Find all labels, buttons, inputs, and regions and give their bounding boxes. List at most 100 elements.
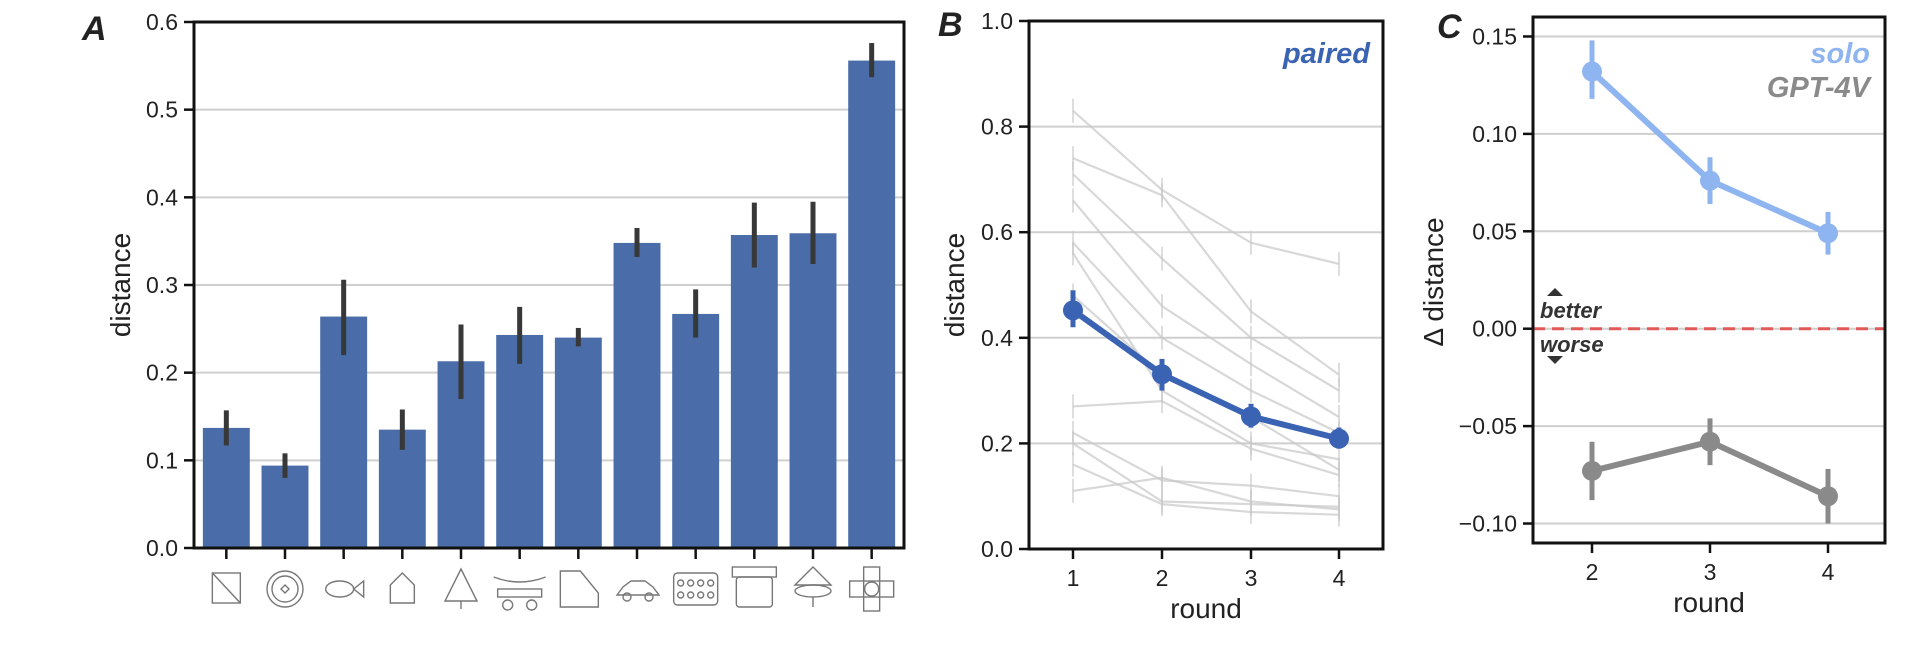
icon-shape <box>676 579 685 587</box>
panel-b-individual-lines <box>1072 98 1340 527</box>
bar <box>672 313 720 548</box>
x-tick-label: 1 <box>1067 565 1080 591</box>
series-point <box>1329 428 1349 449</box>
series-point <box>1241 406 1261 427</box>
y-tick-label: 0.05 <box>1472 218 1517 244</box>
icon-shape <box>696 579 705 587</box>
icon-shape <box>735 576 774 608</box>
y-tick-label: 0.2 <box>981 430 1013 456</box>
series-point <box>1582 61 1602 82</box>
series-point <box>1818 223 1838 244</box>
panel-c-series <box>1582 40 1838 524</box>
series-point <box>1700 431 1720 452</box>
panel-c-annotation-better: better <box>1540 298 1603 323</box>
icon-shape <box>672 572 719 606</box>
individual-line <box>1072 252 1340 461</box>
icon-shape <box>622 592 632 602</box>
series-point <box>1818 486 1838 507</box>
panel-label-a: A <box>81 10 107 48</box>
bar <box>789 233 837 548</box>
bar <box>496 334 544 548</box>
category-icon <box>211 572 242 604</box>
individual-line <box>1072 199 1340 418</box>
icon-shape <box>706 591 715 599</box>
icon-shape <box>644 592 654 602</box>
icon-shape <box>731 566 778 578</box>
y-tick-label: 0.15 <box>1472 23 1517 49</box>
panel-a-bars <box>202 60 896 549</box>
y-tick-label: 0.0 <box>981 536 1013 562</box>
panel-b-axes-frame <box>1027 19 1385 551</box>
bar <box>202 427 250 548</box>
bar <box>554 337 602 548</box>
panel-a-y-axis-label: distance <box>105 233 136 337</box>
category-icon <box>615 580 661 602</box>
panel-c-x-axis-label: round <box>1673 587 1745 618</box>
icon-shape <box>280 584 290 594</box>
category-icon <box>559 570 600 608</box>
y-tick-label: 0.00 <box>1472 316 1517 342</box>
category-icon <box>266 570 304 608</box>
icon-shape <box>793 566 833 586</box>
category-icon <box>731 566 778 608</box>
bar <box>848 60 896 548</box>
icon-shape <box>211 572 242 604</box>
panel-c: C 0.15 0.10 0.05 0.00 −0.05 −0.10 2 3 4 solo GP… <box>1418 8 1887 618</box>
icon-shape <box>676 591 685 599</box>
y-tick-label: 0.4 <box>981 325 1013 351</box>
category-icon <box>443 567 479 609</box>
panel-b-x-axis-label: round <box>1170 593 1242 624</box>
panel-a-error-bars <box>223 43 875 478</box>
icon-shape <box>271 575 299 603</box>
icon-shape <box>686 579 695 587</box>
bar <box>261 465 309 548</box>
individual-line <box>1072 400 1340 477</box>
better-arrow-icon <box>1547 288 1563 296</box>
y-tick-label: 0.5 <box>146 97 178 123</box>
panel-b: B 0.0 0.2 0.4 0.6 0.8 1.0 1 2 3 4 paired round d… <box>938 6 1385 624</box>
individual-line <box>1072 109 1340 265</box>
panel-b-gridlines <box>1029 20 1383 550</box>
panel-a-category-icons <box>211 566 895 612</box>
category-icon <box>389 572 416 604</box>
icon-shape <box>389 572 416 604</box>
panel-c-annotation-worse: worse <box>1540 332 1604 357</box>
individual-line <box>1072 476 1340 511</box>
series-point <box>1582 460 1602 481</box>
icon-shape <box>211 572 241 604</box>
y-tick-label: −0.05 <box>1459 413 1517 439</box>
y-tick-label: 0.4 <box>146 184 178 210</box>
icon-shape <box>559 570 600 608</box>
x-tick-label: 2 <box>1156 565 1169 591</box>
individual-line <box>1072 157 1340 376</box>
panel-b-series <box>1063 290 1349 449</box>
panel-b-x-ticks: 1 2 3 4 <box>1067 549 1346 591</box>
individual-line <box>1072 242 1340 434</box>
y-tick-label: −0.10 <box>1459 511 1517 537</box>
icon-shape <box>525 599 538 611</box>
panel-label-b: B <box>938 6 963 44</box>
series-point <box>1700 170 1720 191</box>
icon-shape <box>794 584 832 598</box>
panel-c-legend-solo: solo <box>1810 38 1870 70</box>
x-tick-label: 4 <box>1822 559 1835 585</box>
icon-shape <box>496 588 543 598</box>
x-tick-label: 3 <box>1245 565 1258 591</box>
y-tick-label: 0.3 <box>146 272 178 298</box>
panel-b-y-axis-label: distance <box>939 233 970 337</box>
icon-shape <box>848 580 895 598</box>
icon-shape <box>862 566 881 612</box>
panel-b-legend-paired: paired <box>1282 38 1371 70</box>
x-tick-label: 4 <box>1333 565 1346 591</box>
icon-shape <box>863 581 880 597</box>
category-icon <box>848 566 895 612</box>
icon-shape <box>696 591 705 599</box>
y-tick-label: 0.0 <box>146 535 178 561</box>
icon-shape <box>493 576 546 583</box>
series-point <box>1152 364 1172 385</box>
y-tick-label: 0.2 <box>146 360 178 386</box>
individual-line <box>1072 431 1340 498</box>
bar <box>730 235 778 548</box>
y-tick-label: 0.6 <box>146 9 178 35</box>
